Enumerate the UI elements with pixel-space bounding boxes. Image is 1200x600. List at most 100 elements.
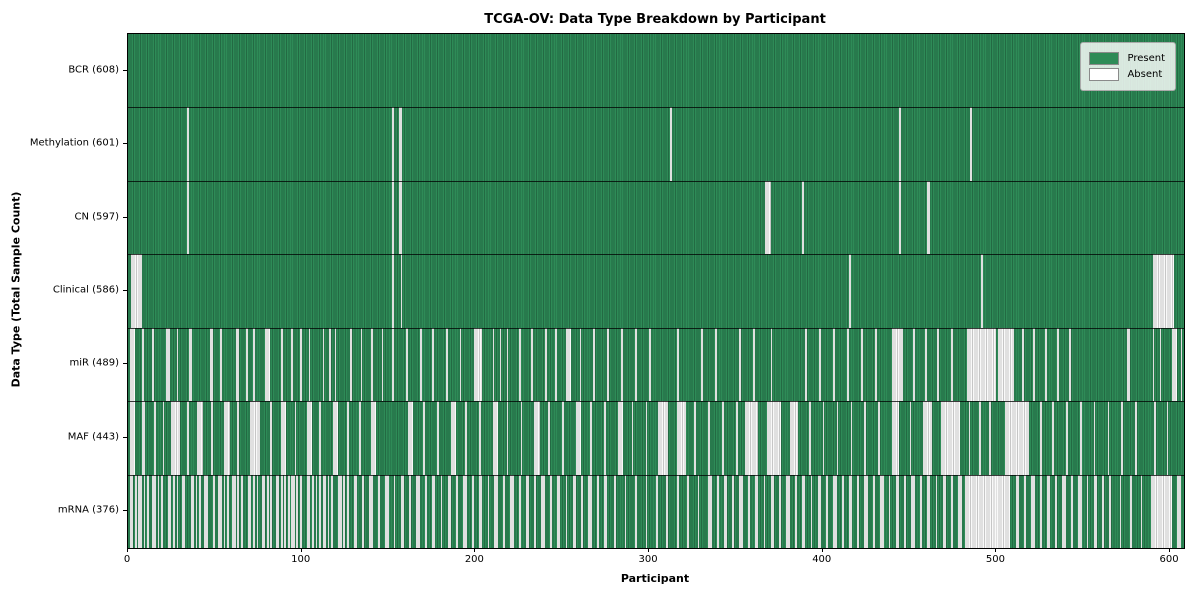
absent-stripe — [1152, 254, 1174, 328]
absent-stripe — [593, 327, 596, 402]
absent-stripe — [195, 474, 198, 548]
absent-stripe — [603, 474, 608, 548]
absent-stripe — [541, 474, 545, 548]
row-mir — [128, 327, 1184, 402]
absent-stripe — [294, 401, 297, 475]
absent-stripe — [841, 474, 844, 548]
absent-stripe — [588, 474, 592, 548]
absent-stripe — [141, 401, 146, 475]
absent-stripe — [473, 327, 483, 402]
absent-stripe — [478, 474, 483, 548]
absent-stripe — [708, 474, 712, 548]
absent-stripe — [152, 474, 156, 548]
xtick-label-0: 0 — [123, 554, 131, 565]
absent-stripe — [735, 401, 738, 475]
absent-stripe — [227, 474, 229, 548]
absent-stripe — [1171, 327, 1178, 402]
xtick-mark — [648, 548, 649, 552]
xtick-mark — [474, 548, 475, 552]
absent-stripe — [614, 474, 617, 548]
absent-stripe — [701, 327, 703, 402]
absent-stripe — [253, 474, 255, 548]
absent-stripe — [471, 474, 474, 548]
absent-stripe — [199, 474, 201, 548]
row-separator — [128, 474, 1184, 476]
absent-stripe — [176, 474, 179, 548]
absent-stripe — [739, 474, 743, 548]
absent-stripe — [270, 401, 273, 475]
absent-stripe — [343, 474, 346, 548]
absent-stripe — [362, 474, 365, 548]
absent-stripe — [209, 327, 214, 402]
absent-stripe — [550, 474, 552, 548]
absent-stripe — [765, 180, 771, 255]
absent-stripe — [770, 474, 775, 548]
absent-stripe — [518, 474, 521, 548]
absent-stripe — [937, 327, 940, 402]
row-mrna — [128, 474, 1184, 548]
absent-stripe — [494, 474, 498, 548]
absent-stripe — [557, 474, 561, 548]
absent-stripe — [1069, 327, 1072, 402]
ytick-mark — [123, 217, 127, 218]
absent-stripe — [753, 327, 755, 402]
absent-stripe — [463, 474, 467, 548]
absent-stripe — [392, 254, 394, 328]
absent-stripe — [911, 474, 915, 548]
absent-stripe — [805, 327, 808, 402]
xtick-label-500: 500 — [985, 554, 1005, 565]
absent-stripe — [926, 180, 931, 255]
absent-stripe — [284, 474, 287, 548]
absent-stripe — [187, 401, 189, 475]
absent-stripe — [346, 401, 349, 475]
absent-stripe — [878, 401, 881, 475]
absent-stripe — [176, 327, 179, 402]
absent-stripe — [1046, 474, 1051, 548]
absent-stripe — [291, 474, 295, 548]
absent-stripe — [940, 401, 960, 475]
absent-stripe — [1062, 474, 1066, 548]
absent-stripe — [1086, 474, 1089, 548]
absent-stripe — [715, 327, 717, 402]
absent-stripe — [218, 474, 222, 548]
absent-stripe — [748, 474, 750, 548]
absent-stripe — [157, 474, 160, 548]
absent-stripe — [603, 401, 606, 475]
absent-stripe — [371, 327, 373, 402]
absent-stripe — [1093, 474, 1098, 548]
row-bcr — [128, 34, 1184, 108]
absent-stripe — [447, 474, 452, 548]
absent-stripe — [223, 401, 231, 475]
absent-stripe — [143, 474, 146, 548]
absent-stripe — [315, 474, 318, 548]
absent-stripe — [220, 327, 222, 402]
absent-stripe — [970, 107, 973, 181]
legend-label-absent: Absent — [1127, 69, 1163, 80]
absent-stripe — [1135, 401, 1138, 475]
absent-stripe — [794, 474, 797, 548]
absent-stripe — [246, 327, 248, 402]
ytick-label-cn: CN (597) — [74, 211, 119, 223]
ytick-label-mrna: mRNA (376) — [57, 504, 119, 516]
xtick-mark — [1169, 548, 1170, 552]
absent-stripe — [162, 401, 165, 475]
absent-stripe — [755, 474, 759, 548]
absent-stripe — [266, 474, 269, 548]
absent-stripe — [864, 474, 868, 548]
absent-stripe — [332, 401, 339, 475]
absent-stripe — [306, 474, 311, 548]
absent-stripe — [392, 180, 394, 255]
absent-stripe — [360, 327, 363, 402]
ytick-label-clinical: Clinical (586) — [52, 284, 119, 296]
absent-stripe — [966, 327, 997, 402]
absent-stripe — [770, 327, 773, 402]
absent-stripe — [451, 401, 457, 475]
absent-stripe — [1065, 401, 1068, 475]
chart-title: TCGA-OV: Data Type Breakdown by Particip… — [484, 12, 826, 27]
absent-stripe — [492, 401, 498, 475]
absent-stripe — [181, 474, 186, 548]
absent-stripe — [833, 474, 837, 548]
absent-stripe — [998, 327, 1014, 402]
absent-stripe — [732, 474, 735, 548]
row-maf — [128, 401, 1184, 475]
